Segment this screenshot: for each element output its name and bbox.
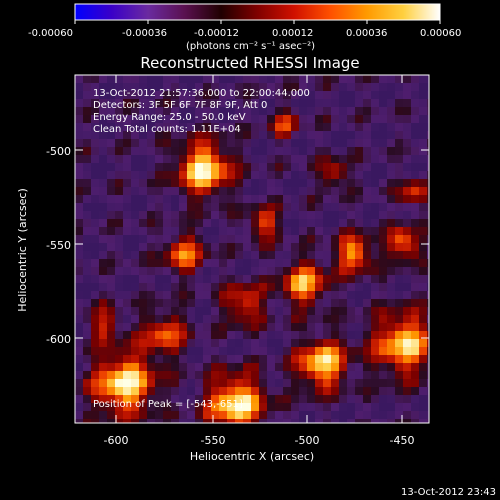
x-tick-label: -450 [390, 434, 415, 447]
x-tick-label: -500 [295, 434, 320, 447]
colorbar-tick-0: -0.00060 [28, 28, 73, 39]
colorbar-tick-1: -0.00036 [122, 28, 167, 39]
x-tick-label: -600 [104, 434, 129, 447]
colorbar-tick-3: 0.00012 [272, 28, 313, 39]
colorbar-tick-2: -0.00012 [194, 28, 239, 39]
info-line-clean: Clean Total counts: 1.11E+04 [93, 124, 241, 135]
plot-title: Reconstructed RHESSI Image [140, 54, 359, 72]
y-axis-label: Heliocentric Y (arcsec) [16, 188, 29, 312]
x-tick-label: -550 [201, 434, 226, 447]
colorbar: -0.00060 -0.00036 -0.00012 0.00012 0.000… [28, 3, 461, 52]
colorbar-tick-4: 0.00036 [346, 28, 387, 39]
y-tick-label: -600 [46, 333, 71, 346]
y-tick-label: -500 [46, 145, 71, 158]
colorbar-units-label: (photons cm⁻² s⁻¹ asec⁻²) [186, 41, 315, 52]
rhessi-image [75, 75, 429, 423]
colorbar-tick-5: 0.00060 [420, 28, 461, 39]
render-timestamp: 13-Oct-2012 23:43 [401, 487, 496, 498]
plot-frame [74, 74, 430, 424]
colorbar-gradient [74, 3, 441, 21]
x-axis-label: Heliocentric X (arcsec) [190, 450, 314, 463]
y-tick-label: -550 [46, 239, 71, 252]
info-line-energy: Energy Range: 25.0 - 50.0 keV [93, 112, 246, 123]
info-line-detectors: Detectors: 3F 5F 6F 7F 8F 9F, Att 0 [93, 100, 267, 111]
info-line-time: 13-Oct-2012 21:57:36.000 to 22:00:44.000 [93, 88, 310, 99]
axis-ticks [75, 75, 429, 423]
peak-position-label: Position of Peak = [-543,-651] [93, 399, 243, 410]
